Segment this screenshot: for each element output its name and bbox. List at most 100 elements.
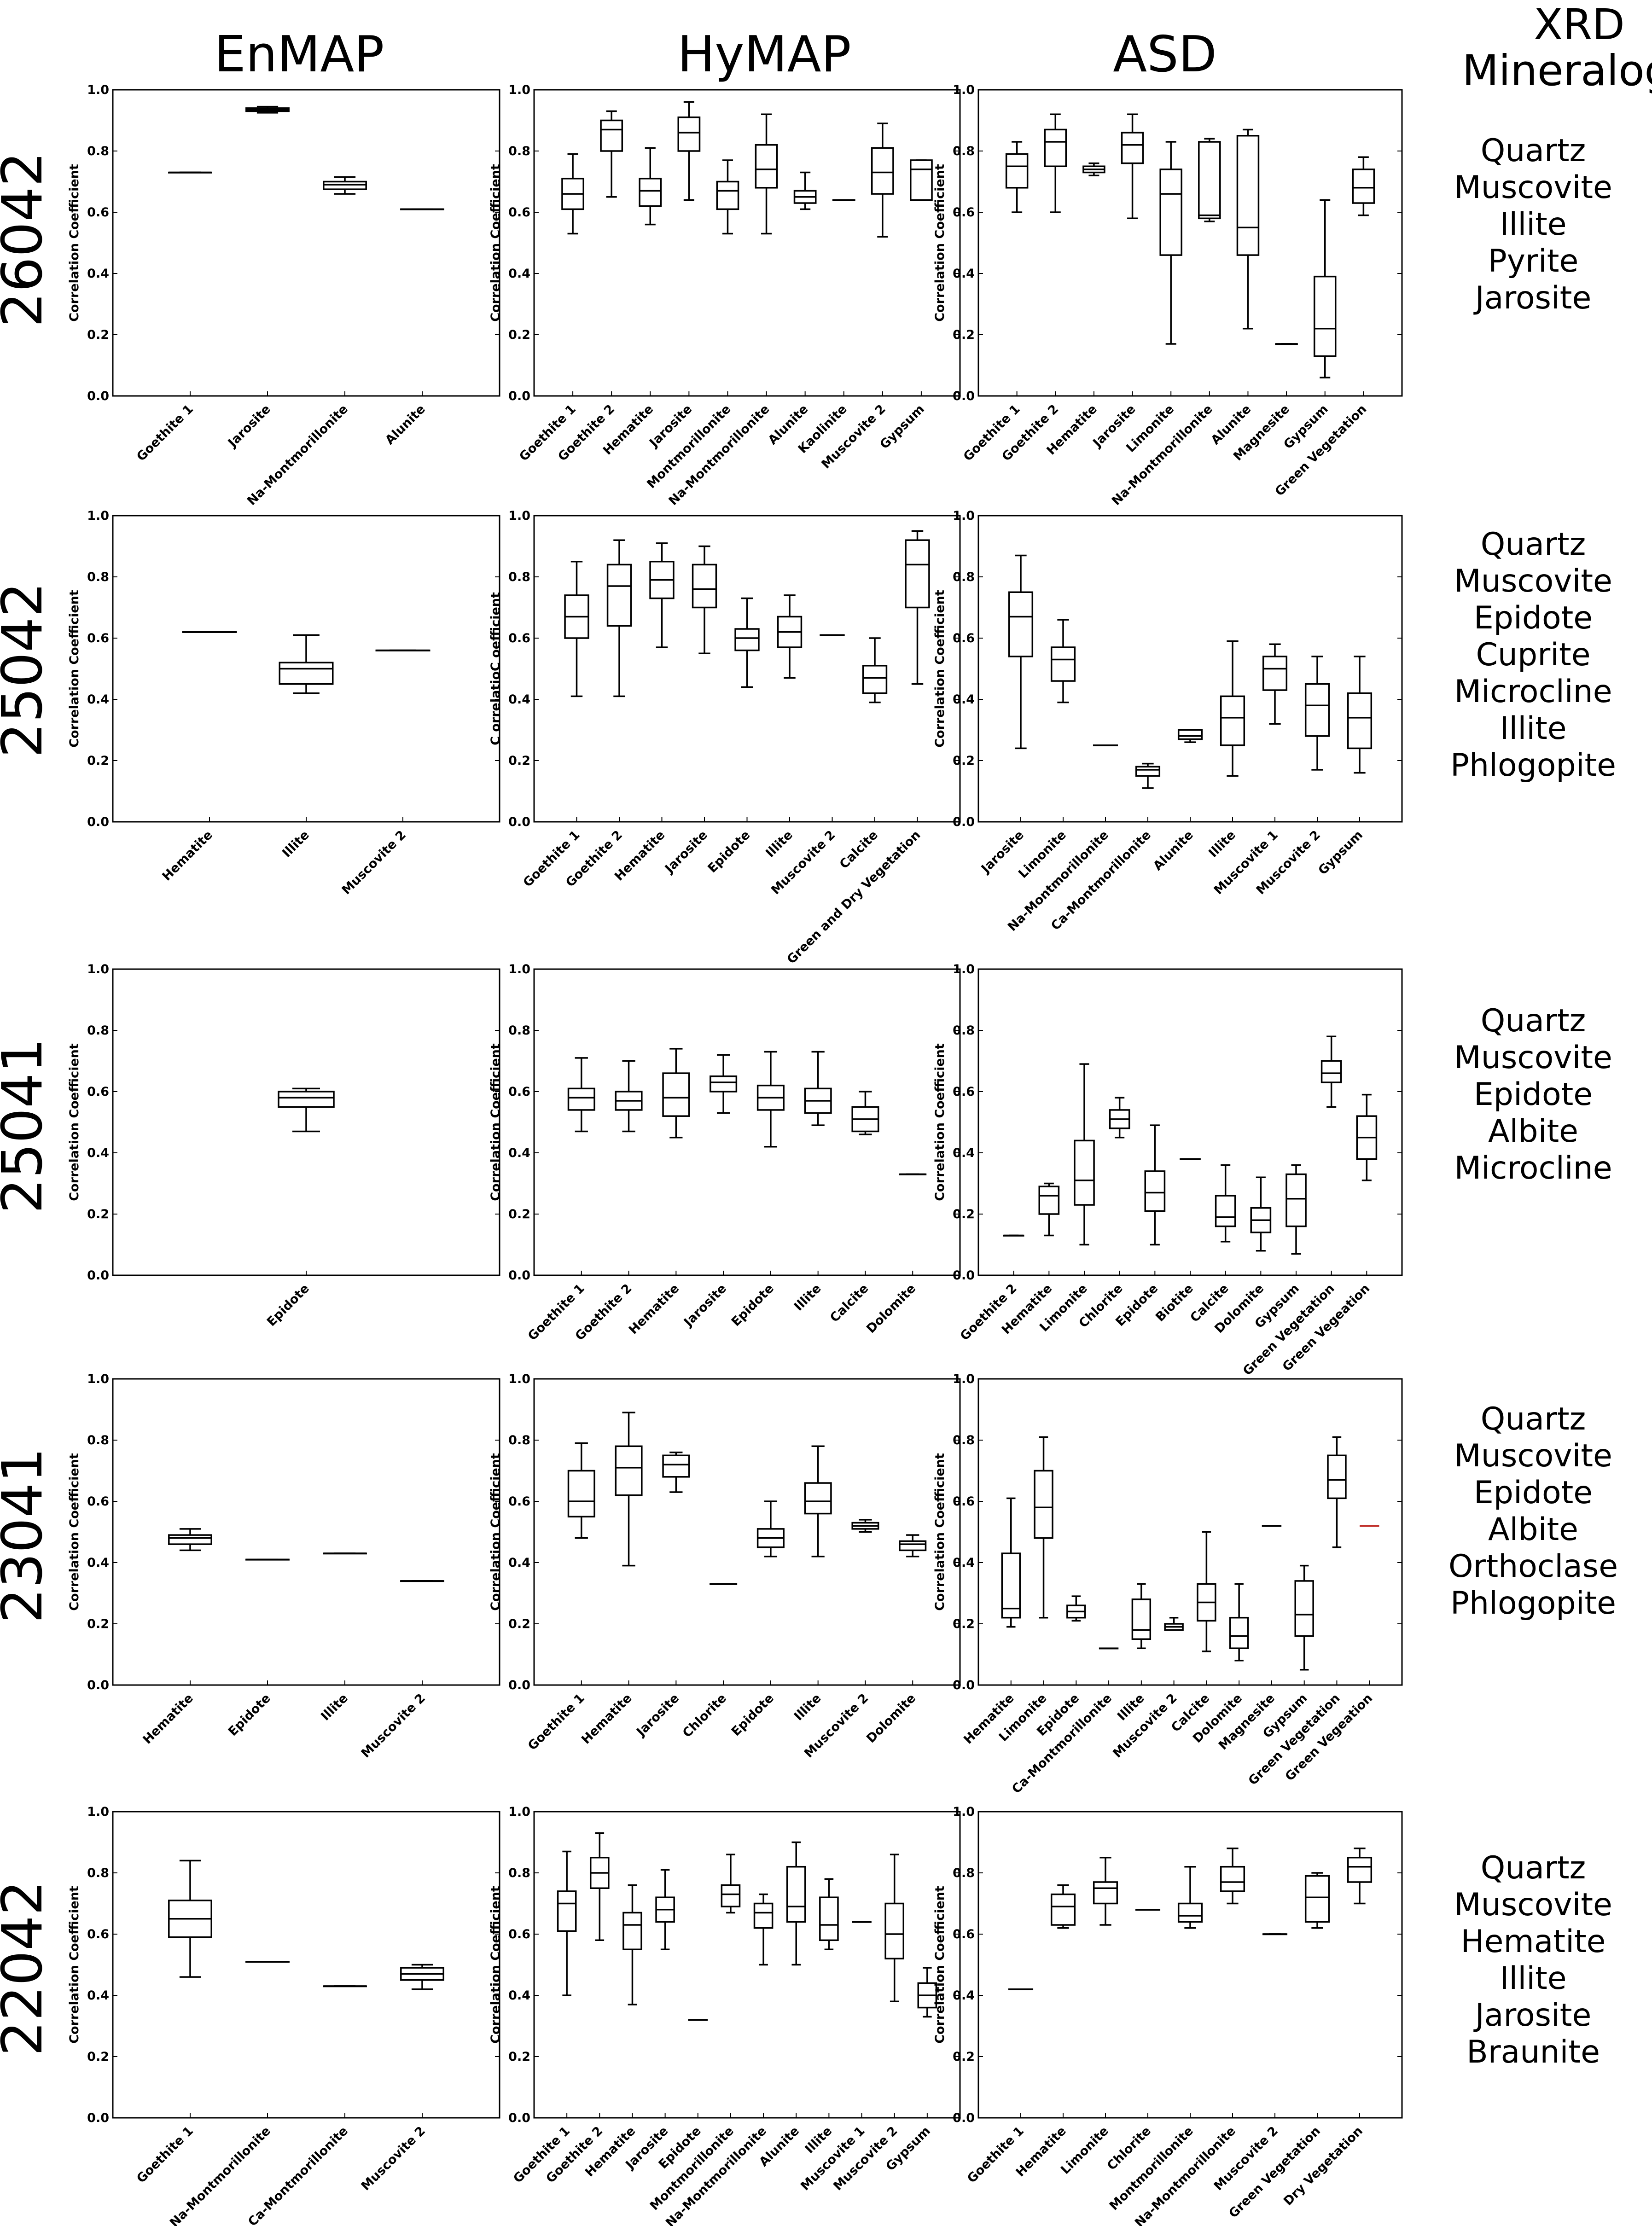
y-tick-label: 0.0 xyxy=(953,815,975,829)
iqr-box xyxy=(1093,1881,1118,1905)
box-dolomite xyxy=(899,1173,927,1175)
box-limonite xyxy=(1034,1436,1053,1619)
y-tick-label: 0.0 xyxy=(87,1268,109,1283)
xrd-header-line2: Mineralogy xyxy=(1462,46,1652,95)
iqr-box xyxy=(819,1896,839,1941)
xrd-item: Albite xyxy=(1488,1113,1578,1150)
chart-25042-hymap: 0.0 0.2 0.4 0.6 0.8 1.0 C orrelatioC oefficien… xyxy=(489,509,961,967)
box-illite xyxy=(323,1552,367,1555)
xrd-item: Quartz xyxy=(1481,133,1586,169)
x-tick-label: Goethite 1 xyxy=(134,402,196,464)
iqr-box xyxy=(899,1540,927,1552)
iqr-box xyxy=(1352,169,1375,204)
box-limonite xyxy=(1050,619,1076,703)
iqr-box xyxy=(804,1482,832,1515)
box-hematite xyxy=(182,631,237,633)
iqr-box xyxy=(1327,1454,1347,1499)
iqr-box xyxy=(279,662,334,685)
iqr-box xyxy=(1220,695,1245,746)
box-gypsum xyxy=(1286,1164,1307,1255)
box-jarosite xyxy=(655,1869,675,1950)
plot-frame xyxy=(533,89,961,397)
box-illite xyxy=(1131,1583,1152,1649)
box-alunite xyxy=(1177,729,1203,743)
column-title-asd: ASD xyxy=(1113,26,1217,83)
iqr-box xyxy=(1177,729,1203,740)
box-green-and-dry-vegetation xyxy=(905,530,930,685)
y-tick-label: 0.0 xyxy=(508,1268,530,1283)
iqr-box xyxy=(692,564,717,609)
iqr-box xyxy=(755,144,778,189)
iqr-box xyxy=(1131,1598,1152,1640)
box-goethite-2 xyxy=(615,1060,643,1133)
x-tick-label: Dolomite xyxy=(864,1691,919,1746)
box-muscovite-2 xyxy=(871,122,894,238)
iqr-box xyxy=(606,564,632,627)
y-tick-label: 0.6 xyxy=(953,631,975,645)
xrd-item: Phlogopite xyxy=(1450,747,1616,784)
plot-frame xyxy=(112,1811,500,2119)
iqr-box xyxy=(1038,1186,1060,1215)
box-calcite xyxy=(1215,1164,1236,1243)
xrd-item: Muscovite xyxy=(1454,169,1612,206)
box-chlorite xyxy=(1109,1097,1130,1139)
sample-label-25042: 25042 xyxy=(0,582,55,758)
x-tick-label: Montmorillonite xyxy=(1107,2124,1196,2213)
y-axis-label: Correlation Coefficient xyxy=(489,1043,503,1201)
box-muscovite-2 xyxy=(1164,1616,1184,1631)
y-tick-label: 0.0 xyxy=(87,2111,109,2125)
xrd-item: Jarosite xyxy=(1473,280,1592,316)
chart-23041-asd: 0.0 0.2 0.4 0.6 0.8 1.0 Correlation Coefficien… xyxy=(933,1372,1403,1796)
xrd-item: Illite xyxy=(1500,1960,1566,1997)
iqr-box xyxy=(1050,1893,1076,1926)
box-goethite-2 xyxy=(1044,113,1067,213)
xrd-item: Illite xyxy=(1500,206,1566,243)
box-green-vegetation xyxy=(1352,156,1375,216)
y-tick-label: 0.4 xyxy=(953,692,975,707)
box-goethite-2 xyxy=(600,110,623,198)
box-alunite xyxy=(1236,128,1260,330)
xrd-item: Quartz xyxy=(1481,1003,1586,1039)
chart-22042-asd: 0.0 0.2 0.4 0.6 0.8 1.0 Correlation Coefficien… xyxy=(933,1805,1403,2226)
y-tick-label: 1.0 xyxy=(953,962,975,976)
y-tick-label: 0.2 xyxy=(87,1617,109,1631)
y-tick-label: 0.2 xyxy=(87,328,109,342)
iqr-box xyxy=(1008,591,1034,657)
box-jarosite xyxy=(662,1451,690,1493)
box-calcite xyxy=(862,637,888,703)
box-na-montmorillonite xyxy=(753,1893,774,1966)
x-tick-label: Hematite xyxy=(140,1691,196,1747)
iqr-box xyxy=(721,1884,741,1907)
iqr-box xyxy=(1074,1139,1095,1206)
x-tick-label: Epidote xyxy=(264,1281,312,1329)
y-tick-label: 0.8 xyxy=(508,144,530,158)
box-dolomite xyxy=(1229,1583,1249,1662)
box-muscovite-2 xyxy=(400,1964,444,1990)
box-muscovite-2 xyxy=(1304,656,1330,771)
plot-frame xyxy=(977,89,1403,397)
x-tick-label: Muscovite 2 xyxy=(359,2124,428,2193)
box-hematite xyxy=(639,147,662,226)
y-tick-label: 0.2 xyxy=(508,1207,530,1221)
y-axis-label: Correlation Coefficient xyxy=(933,1453,947,1611)
y-tick-label: 0.0 xyxy=(508,815,530,829)
y-axis-label: Correlation Coefficient xyxy=(489,164,503,322)
y-tick-label: 0.0 xyxy=(87,389,109,403)
y-tick-label: 0.4 xyxy=(953,267,975,281)
y-tick-label: 0.6 xyxy=(508,1494,530,1509)
y-tick-label: 0.8 xyxy=(508,1866,530,1880)
box-goethite-1 xyxy=(168,1860,212,1978)
y-tick-label: 0.2 xyxy=(87,2050,109,2064)
y-tick-label: 1.0 xyxy=(953,1805,975,1819)
iqr-box xyxy=(1144,1170,1166,1212)
x-tick-label: Illite xyxy=(763,828,796,860)
chart-23041-hymap: 0.0 0.2 0.4 0.6 0.8 1.0 Correlation Coefficien… xyxy=(489,1372,961,1761)
plot-frame xyxy=(977,1811,1403,2119)
box-montmorillonite xyxy=(1177,1866,1203,1929)
iqr-box xyxy=(1304,1875,1330,1923)
iqr-box xyxy=(1159,169,1182,256)
y-tick-label: 0.8 xyxy=(953,1023,975,1038)
y-tick-label: 0.2 xyxy=(508,2050,530,2064)
xrd-list-22042: Quartz Muscovite Hematite Illite Jarosit… xyxy=(1454,1850,1612,2070)
chart-26042-enmap: 0.0 0.2 0.4 0.6 0.8 1.0 Correlation Coefficien… xyxy=(67,83,500,508)
